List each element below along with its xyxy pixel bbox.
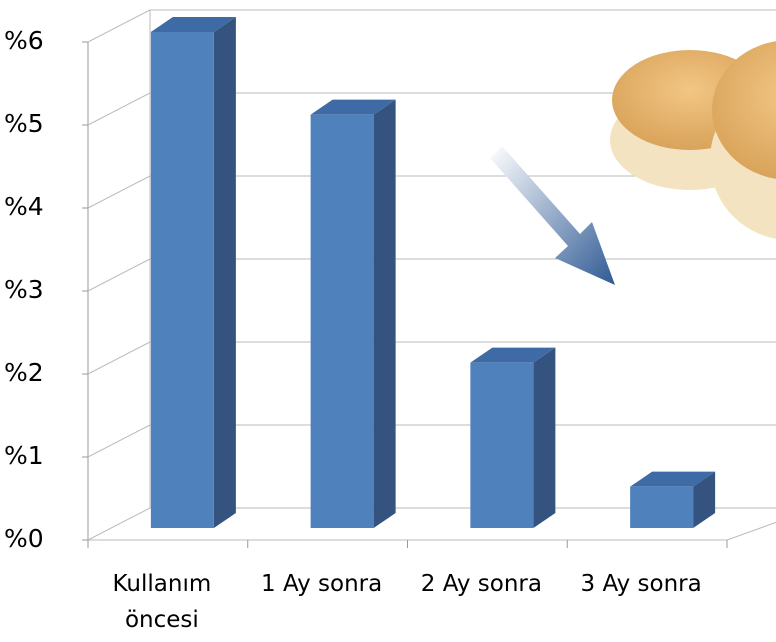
bar [470, 363, 533, 528]
bar-side [374, 100, 396, 528]
grid-line [88, 508, 150, 540]
grid-line [88, 10, 150, 42]
bar [311, 115, 374, 528]
y-tick-label: %3 [4, 275, 44, 304]
y-tick-label: %4 [4, 192, 44, 221]
y-tick-label: %5 [4, 109, 44, 138]
page: %0%1%2%3%4%5%6 (() => { const data = JSO… [0, 0, 776, 642]
x-tick-label: 2 Ay sonra [406, 566, 556, 602]
bar-side [533, 348, 555, 528]
x-tick-label: 1 Ay sonra [247, 566, 397, 602]
chart: %0 %1 %2 %3 %4 %5 %6 [0, 0, 776, 642]
y-tick-label: %1 [4, 441, 44, 470]
grid-line [88, 259, 150, 291]
bar-side [214, 17, 236, 528]
bar [151, 32, 214, 528]
trend-arrow [490, 146, 615, 285]
y-tick-label: %0 [4, 524, 44, 553]
grid-line [88, 425, 150, 457]
decoration [490, 40, 776, 285]
x-tick-label: 3 Ay sonra [566, 566, 716, 602]
grid-line [88, 176, 150, 208]
grid-line [88, 93, 150, 125]
x-tick-label: Kullanım öncesi [87, 566, 237, 638]
bar [630, 487, 693, 528]
grid-line [88, 342, 150, 374]
y-tick-label: %2 [4, 358, 44, 387]
y-tick-label: %6 [4, 26, 44, 55]
